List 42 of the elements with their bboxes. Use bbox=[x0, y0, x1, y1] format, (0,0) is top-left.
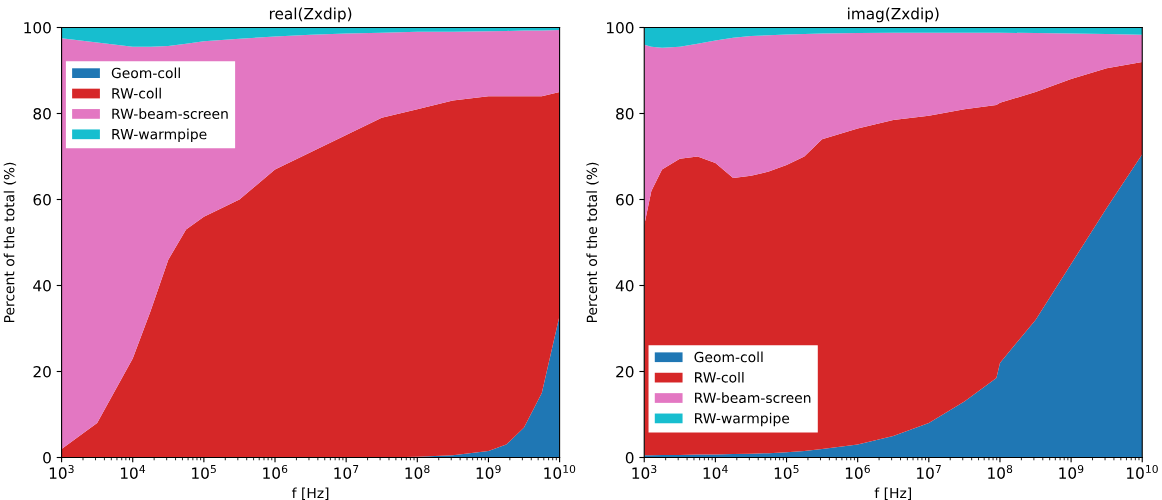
x-tick-label: 10$^{10}$ bbox=[544, 464, 576, 479]
x-tick-label: 10$^{6}$ bbox=[845, 464, 870, 479]
x-tick-label: 10$^{5}$ bbox=[192, 465, 216, 479]
y-tick-label: 0 bbox=[43, 451, 51, 464]
x-tick-label: 10$^{5}$ bbox=[774, 465, 799, 479]
x-tick-label: 10$^{3}$ bbox=[49, 464, 74, 479]
legend-label: RW-beam-screen bbox=[695, 392, 811, 404]
legend-label: Geom-coll bbox=[694, 351, 763, 363]
x-tick-label: 10$^{4}$ bbox=[120, 465, 146, 479]
x-tick-label: 10$^{7}$ bbox=[917, 465, 941, 479]
y-tick-label: 80 bbox=[33, 107, 51, 120]
y-tick-label: 60 bbox=[33, 193, 51, 206]
x-tick-label: 10$^{4}$ bbox=[703, 465, 728, 479]
y-tick-label: 40 bbox=[33, 279, 51, 292]
chart-title: real(Zxdip) bbox=[269, 7, 352, 23]
x-tick-label: 10$^{6}$ bbox=[263, 464, 288, 479]
legend-label: RW-warmpipe bbox=[695, 412, 790, 427]
x-tick-label: 10$^{10}$ bbox=[1127, 464, 1158, 479]
x-tick-label: 10$^{7}$ bbox=[334, 465, 359, 479]
legend-label: RW-warmpipe bbox=[112, 128, 207, 143]
legend-label: RW-coll bbox=[695, 371, 744, 383]
y-tick-label: 0 bbox=[625, 451, 634, 464]
legend-label: Geom-coll bbox=[111, 67, 180, 79]
x-tick-label: 10$^{9}$ bbox=[1059, 464, 1084, 479]
y-axis-title: Percent of the total (%) bbox=[586, 162, 599, 323]
x-tick-label: 10$^{8}$ bbox=[988, 464, 1013, 479]
y-tick-label: 40 bbox=[615, 279, 634, 292]
x-tick-label: 10$^{9}$ bbox=[476, 464, 501, 479]
x-tick-label: 10$^{3}$ bbox=[632, 464, 657, 479]
chart-title: imag(Zxdip) bbox=[848, 7, 939, 23]
x-axis-title: f [Hz] bbox=[874, 487, 911, 500]
x-tick-label: 10$^{8}$ bbox=[405, 464, 430, 479]
y-tick-label: 80 bbox=[616, 107, 634, 120]
y-tick-label: 20 bbox=[616, 365, 634, 378]
legend-label: RW-beam-screen bbox=[112, 108, 228, 119]
y-tick-label: 20 bbox=[33, 365, 51, 378]
y-tick-label: 60 bbox=[616, 193, 634, 206]
x-axis-title: f [Hz] bbox=[291, 487, 329, 500]
y-tick-label: 100 bbox=[24, 21, 51, 34]
y-tick-label: 100 bbox=[607, 21, 634, 34]
y-axis-title: Percent of the total (%) bbox=[3, 162, 17, 323]
legend-label: RW-coll bbox=[112, 87, 161, 99]
